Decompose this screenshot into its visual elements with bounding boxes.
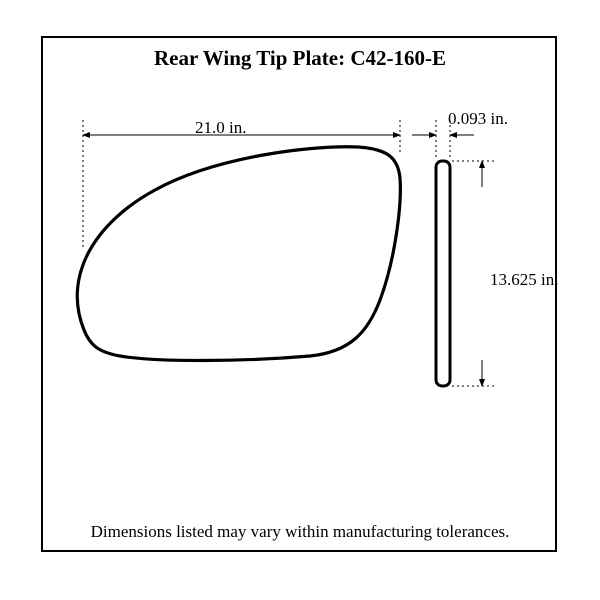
dimension-height-label: 13.625 in. [490, 270, 558, 290]
dimension-width-label: 21.0 in. [195, 118, 246, 138]
drawing-footer: Dimensions listed may vary within manufa… [0, 522, 600, 542]
dimension-thickness-label: 0.093 in. [448, 109, 508, 129]
technical-drawing [0, 0, 600, 600]
